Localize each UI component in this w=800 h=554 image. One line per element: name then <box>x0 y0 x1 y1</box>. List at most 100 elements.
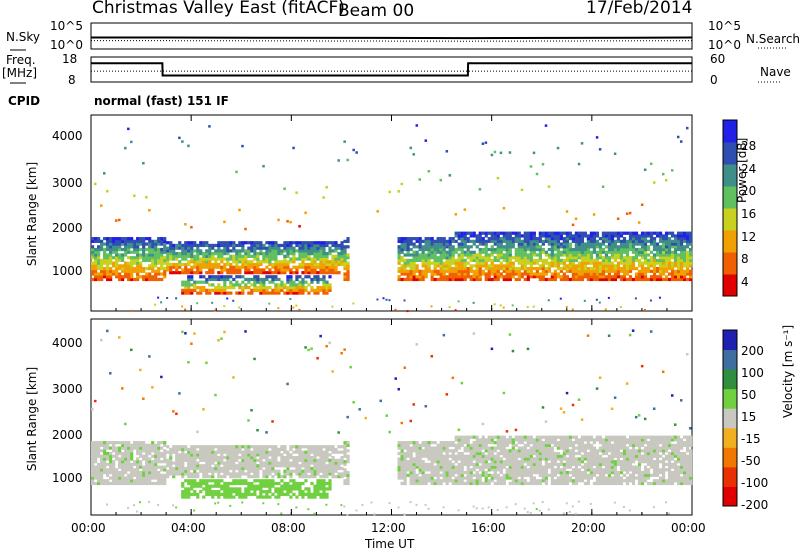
velocity-cell <box>196 461 200 465</box>
velocity-cell <box>241 469 245 473</box>
power-cell <box>502 253 506 257</box>
power-cell <box>607 256 612 260</box>
velocity-cell <box>469 462 473 467</box>
velocity-cell <box>343 473 347 477</box>
velocity-cell <box>310 475 314 479</box>
power-cell <box>628 277 633 282</box>
velocity-cell <box>100 460 104 464</box>
velocity-cell <box>139 473 143 477</box>
velocity-cell <box>277 447 281 452</box>
power-cell <box>670 242 675 246</box>
velocity-cell <box>232 453 236 457</box>
power-cell <box>226 262 230 267</box>
power-cell <box>673 269 678 273</box>
power-cell <box>322 283 326 287</box>
power-cell <box>331 262 335 267</box>
power-cell <box>664 178 668 182</box>
velocity-cell <box>145 468 149 472</box>
power-cell <box>595 258 600 263</box>
power-cell <box>343 245 347 249</box>
power-cell <box>583 231 588 235</box>
power-cell <box>601 237 606 241</box>
power-cell <box>307 275 311 279</box>
power-cell <box>154 250 158 254</box>
velocity-cell <box>346 479 350 483</box>
velocity-cell <box>100 468 104 472</box>
velocity-cell <box>205 492 209 496</box>
velocity-cell <box>496 481 500 486</box>
power-cell <box>298 286 302 290</box>
velocity-cell <box>442 479 446 483</box>
velocity-cell <box>559 470 563 475</box>
velocity-cell <box>325 456 329 460</box>
power-cell <box>187 243 191 248</box>
power-cell <box>232 268 236 272</box>
velocity-cell <box>190 472 194 476</box>
velocity-cell <box>433 449 437 453</box>
power-cell <box>622 258 627 263</box>
power-cell <box>109 250 113 254</box>
velocity-cell <box>244 487 248 491</box>
velocity-cell <box>499 449 503 453</box>
velocity-cell <box>343 468 347 472</box>
power-cell <box>640 242 645 246</box>
power-cell <box>577 272 582 276</box>
velocity-cell <box>397 457 401 461</box>
velocity-cell <box>307 450 311 454</box>
velocity-cell <box>361 503 364 506</box>
power-cell <box>496 277 500 282</box>
power-cell <box>568 269 572 273</box>
power-cell <box>424 245 428 249</box>
power-cell <box>538 245 542 249</box>
power-cell <box>484 275 488 279</box>
velocity-cell <box>499 451 503 456</box>
power-cell <box>490 253 494 257</box>
power-cell <box>505 247 509 252</box>
velocity-cell <box>250 481 254 486</box>
power-cell <box>424 266 428 271</box>
power-cell <box>211 246 215 250</box>
velocity-cell <box>286 458 290 462</box>
velocity-cell <box>475 449 479 453</box>
power-cell <box>118 218 121 222</box>
power-cell <box>274 249 278 253</box>
velocity-cell <box>232 447 236 452</box>
power-cell <box>244 260 248 264</box>
velocity-cell <box>463 438 467 442</box>
power-cell <box>625 253 630 257</box>
velocity-cell <box>511 438 515 442</box>
power-cell <box>682 264 687 268</box>
power-cell <box>439 269 443 273</box>
velocity-cell <box>478 481 482 486</box>
velocity-cell <box>550 441 554 445</box>
velocity-cell <box>520 457 524 461</box>
velocity-cell <box>346 441 350 445</box>
power-cell <box>451 250 455 254</box>
power-cell <box>178 246 182 250</box>
velocity-cell <box>217 484 221 488</box>
velocity-cell <box>247 445 251 449</box>
power-cell <box>517 231 521 235</box>
power-cell <box>217 254 221 258</box>
velocity-cell <box>406 460 410 464</box>
power-cell <box>340 260 344 264</box>
velocity-cell <box>235 479 239 483</box>
power-cell <box>325 260 329 264</box>
velocity-cell <box>286 453 290 457</box>
velocity-cell <box>298 445 302 449</box>
velocity-cell <box>532 443 536 447</box>
power-cell <box>262 280 266 284</box>
velocity-cell <box>205 447 209 452</box>
nave-tick: 0 <box>710 73 718 87</box>
power-cell <box>475 277 479 282</box>
velocity-cell <box>550 446 554 450</box>
power-cell <box>265 286 269 290</box>
velocity-cell <box>343 449 347 453</box>
velocity-cell <box>181 484 185 488</box>
power-cell <box>313 268 317 272</box>
power-cell <box>397 256 401 260</box>
velocity-cell <box>262 484 266 488</box>
velocity-cell <box>475 441 479 445</box>
velocity-cell <box>556 435 560 439</box>
velocity-cell <box>217 479 221 483</box>
